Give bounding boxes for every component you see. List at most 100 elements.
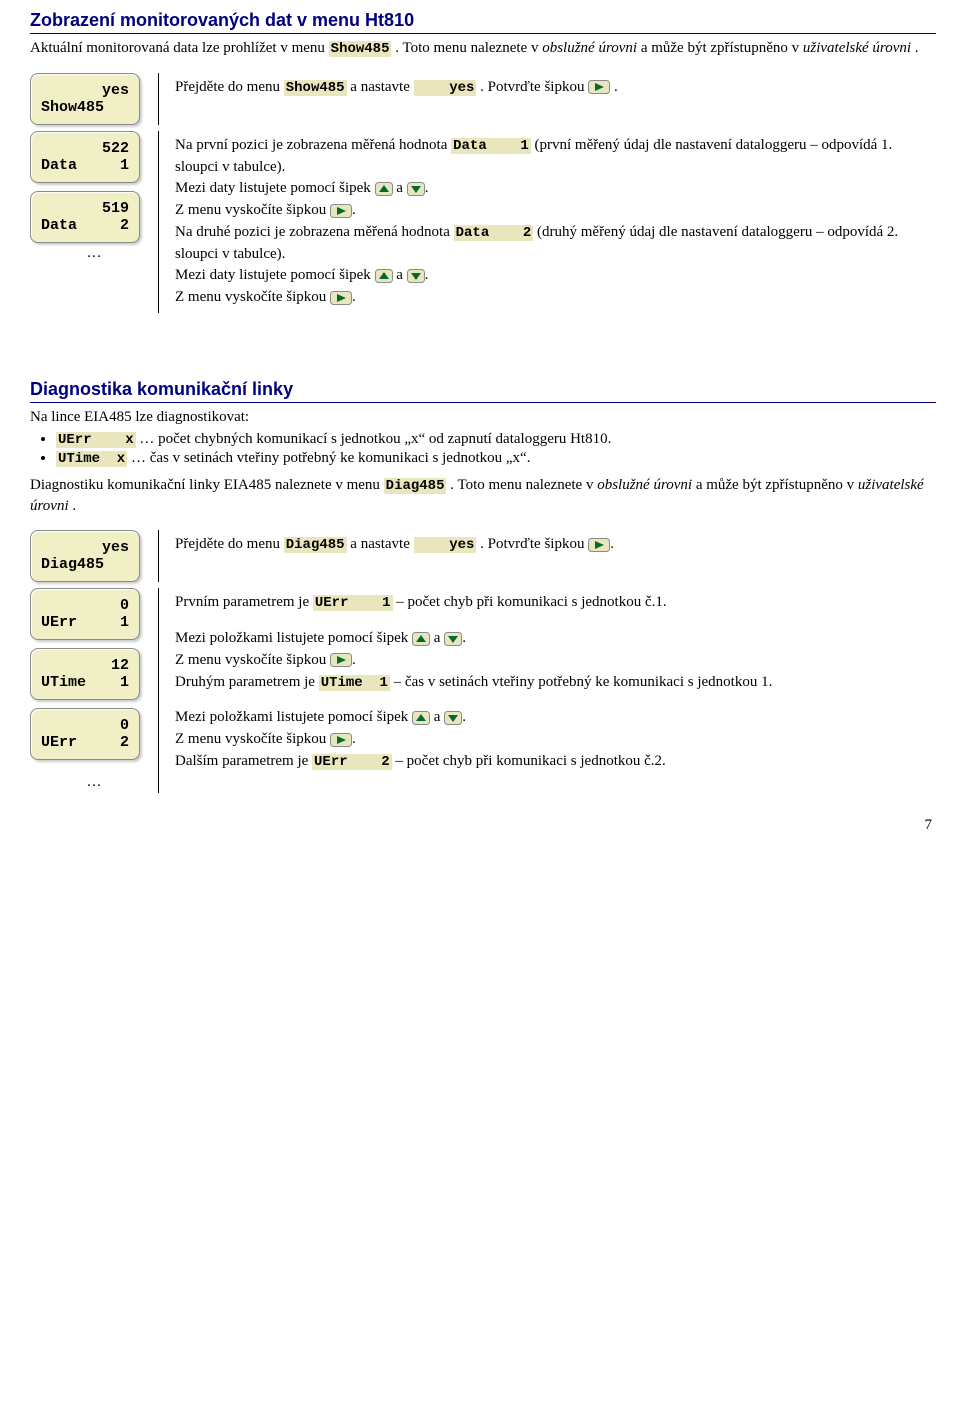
step-text: Přejděte do menu Show485 a nastavte yes … <box>173 73 936 125</box>
arrow-up-icon <box>412 632 430 646</box>
arrow-down-icon <box>407 182 425 196</box>
arrow-right-icon <box>330 653 352 667</box>
intro-paragraph: Diagnostiku komunikační linky EIA485 nal… <box>30 475 936 516</box>
text: a <box>434 709 444 725</box>
italic-text: obslužné úrovni <box>542 40 637 56</box>
arrow-down-icon <box>444 632 462 646</box>
text: Na druhé pozici je zobrazena měřená hodn… <box>175 224 454 240</box>
lcd-line2-right: 1 <box>120 157 129 174</box>
step-row: 522 Data 1 519 Data 2 … Na první pozici … <box>30 131 936 313</box>
hl-diag485: Diag485 <box>384 478 447 494</box>
separator <box>158 73 173 125</box>
lcd-line1: 12 <box>41 657 129 674</box>
lcd-line2-right: 1 <box>120 614 129 631</box>
arrow-right-icon <box>330 733 352 747</box>
arrow-up-icon <box>375 269 393 283</box>
step-text: Prvním parametrem je UErr 1 – počet chyb… <box>173 588 936 793</box>
section-heading: Diagnostika komunikační linky <box>30 379 936 403</box>
separator <box>158 588 173 793</box>
italic-text: uživatelské úrovni <box>803 40 911 56</box>
lcd-line2-left: UErr <box>41 614 77 631</box>
lcd-line1: yes <box>41 82 129 99</box>
text: Z menu vyskočíte šipkou <box>175 731 330 747</box>
hl-uerr2: UErr 2 <box>312 754 392 770</box>
intro-paragraph: Na lince EIA485 lze diagnostikovat: <box>30 407 936 427</box>
lcd-box-utime1: 12 UTime 1 <box>30 648 140 700</box>
step-row: yes Show485 Přejděte do menu Show485 a n… <box>30 73 936 125</box>
lcd-line2: Diag485 <box>41 556 104 573</box>
arrow-down-icon <box>407 269 425 283</box>
ellipsis: … <box>30 760 158 793</box>
hl-uerr1: UErr 1 <box>313 595 393 611</box>
arrow-right-icon <box>588 538 610 552</box>
text: Diagnostiku komunikační linky EIA485 nal… <box>30 477 384 493</box>
text: a může být zpřístupněno v <box>641 40 803 56</box>
bullet-list: UErr x … počet chybných komunikací s jed… <box>30 431 936 467</box>
step-row: yes Diag485 Přejděte do menu Diag485 a n… <box>30 530 936 582</box>
page-number: 7 <box>30 817 936 834</box>
text: . Potvrďte šipkou <box>480 79 588 95</box>
text: a <box>396 267 406 283</box>
lcd-line1: yes <box>41 539 129 556</box>
text: – počet chyb při komunikaci s jednotkou … <box>395 753 665 769</box>
text: Mezi položkami listujete pomocí šipek <box>175 630 412 646</box>
text: Z menu vyskočíte šipkou <box>175 202 330 218</box>
hl-yes: yes <box>414 537 477 553</box>
text: a nastavte <box>350 536 413 552</box>
lcd-line2-right: 2 <box>120 734 129 751</box>
lcd-line2-left: UTime <box>41 674 86 691</box>
text: . Toto menu naleznete v <box>395 40 542 56</box>
text: . Potvrďte šipkou <box>480 536 588 552</box>
lcd-line2-left: Data <box>41 217 77 234</box>
arrow-up-icon <box>412 711 430 725</box>
lcd-line1: 522 <box>41 140 129 157</box>
hl-show485: Show485 <box>329 41 392 57</box>
lcd-box-uerr2: 0 UErr 2 <box>30 708 140 760</box>
italic-text: obslužné úrovni <box>597 477 692 493</box>
step-text: Přejděte do menu Diag485 a nastavte yes … <box>173 530 936 582</box>
text: Přejděte do menu <box>175 79 284 95</box>
text: … čas v setinách vteřiny potřebný ke kom… <box>131 450 530 466</box>
lcd-box-uerr1: 0 UErr 1 <box>30 588 140 640</box>
lcd-line1: 0 <box>41 597 129 614</box>
text: Z menu vyskočíte šipkou <box>175 289 330 305</box>
text: – počet chyb při komunikaci s jednotkou … <box>396 594 666 610</box>
hl-utime-x: UTime x <box>56 451 127 467</box>
text: Přejděte do menu <box>175 536 284 552</box>
hl-uerr-x: UErr x <box>56 432 136 448</box>
hl-data2: Data 2 <box>454 225 534 241</box>
text: Aktuální monitorovaná data lze prohlížet… <box>30 40 329 56</box>
text: Mezi položkami listujete pomocí šipek <box>175 709 412 725</box>
lcd-line1: 519 <box>41 200 129 217</box>
hl-data1: Data 1 <box>451 138 531 154</box>
text: … počet chybných komunikací s jednotkou … <box>139 431 611 447</box>
intro-paragraph: Aktuální monitorovaná data lze prohlížet… <box>30 38 936 59</box>
lcd-line1: 0 <box>41 717 129 734</box>
arrow-down-icon <box>444 711 462 725</box>
text: Druhým parametrem je <box>175 674 319 690</box>
separator <box>158 131 173 313</box>
lcd-box-data2: 519 Data 2 <box>30 191 140 243</box>
text: a nastavte <box>350 79 413 95</box>
hl-diag485: Diag485 <box>284 537 347 553</box>
text: Z menu vyskočíte šipkou <box>175 652 330 668</box>
separator <box>158 530 173 582</box>
lcd-line2: Show485 <box>41 99 104 116</box>
text: a <box>396 180 406 196</box>
lcd-box-show485: yes Show485 <box>30 73 140 125</box>
text: a může být zpřístupněno v <box>696 477 858 493</box>
text: – čas v setinách vteřiny potřebný ke kom… <box>394 674 773 690</box>
section-heading: Zobrazení monitorovaných dat v menu Ht81… <box>30 10 936 34</box>
arrow-right-icon <box>330 204 352 218</box>
lcd-line2-right: 2 <box>120 217 129 234</box>
arrow-up-icon <box>375 182 393 196</box>
text: Mezi daty listujete pomocí šipek <box>175 267 375 283</box>
text: a <box>434 630 444 646</box>
text: . <box>915 40 919 56</box>
text: . <box>72 498 76 514</box>
list-item: UTime x … čas v setinách vteřiny potřebn… <box>56 450 936 467</box>
hl-yes: yes <box>414 80 477 96</box>
text: . Toto menu naleznete v <box>450 477 597 493</box>
text: Prvním parametrem je <box>175 594 313 610</box>
step-row: 0 UErr 1 12 UTime 1 0 UErr 2 … Prvním p <box>30 588 936 793</box>
